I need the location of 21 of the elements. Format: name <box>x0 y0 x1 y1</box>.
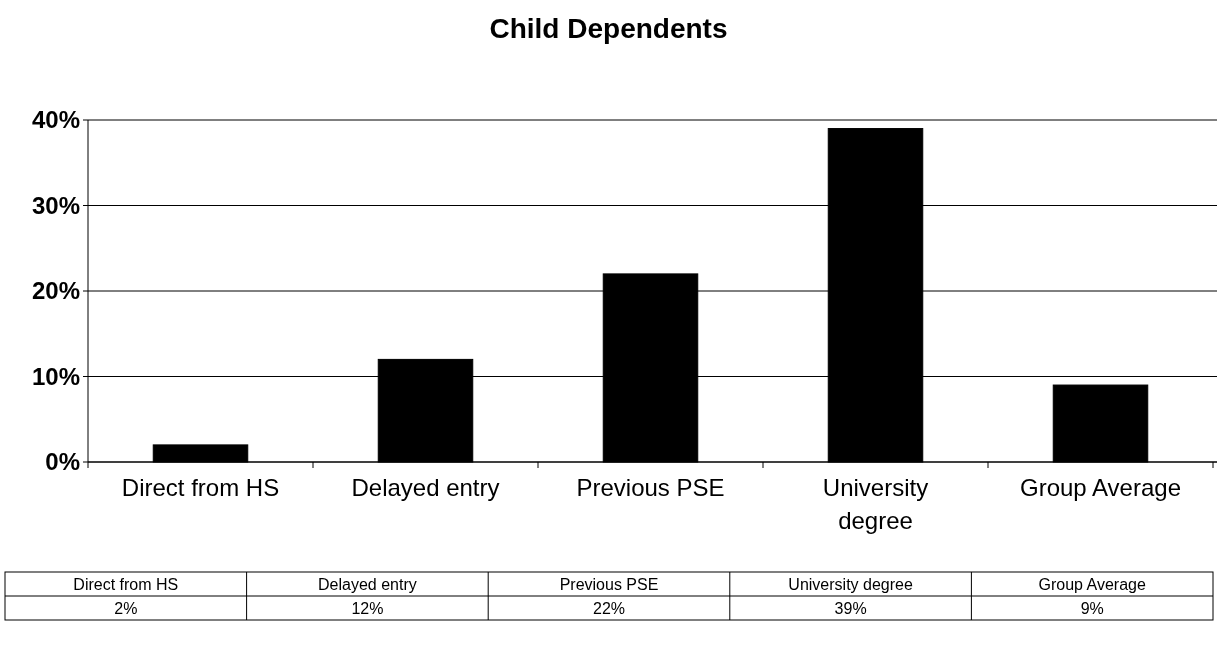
data-label: 2% <box>114 599 138 617</box>
x-tick-label: Direct from HS <box>121 474 280 501</box>
y-tick-label: 0% <box>45 448 80 476</box>
y-tick-label: 30% <box>31 191 80 219</box>
x-tick-label: Group Average <box>1019 474 1182 501</box>
x-tick-label: Previous PSE <box>576 474 725 501</box>
x-tick-label: University degree <box>822 474 929 534</box>
category-label: Delayed entry <box>318 575 417 593</box>
chart-title: Child Dependents <box>489 13 728 44</box>
category-label: Direct from HS <box>73 575 179 593</box>
data-label: 39% <box>834 599 867 617</box>
category-label: Previous PSE <box>559 575 659 593</box>
y-tick-label: 10% <box>31 362 80 390</box>
data-label: 12% <box>351 599 384 617</box>
y-tick-label: 40% <box>31 106 80 134</box>
x-tick-label: Delayed entry <box>351 474 500 501</box>
data-label: 22% <box>592 599 626 617</box>
y-tick-label: 20% <box>31 277 80 305</box>
data-label: 9% <box>1080 599 1104 617</box>
category-label: University degree <box>788 575 913 593</box>
category-label: Group Average <box>1038 575 1146 593</box>
